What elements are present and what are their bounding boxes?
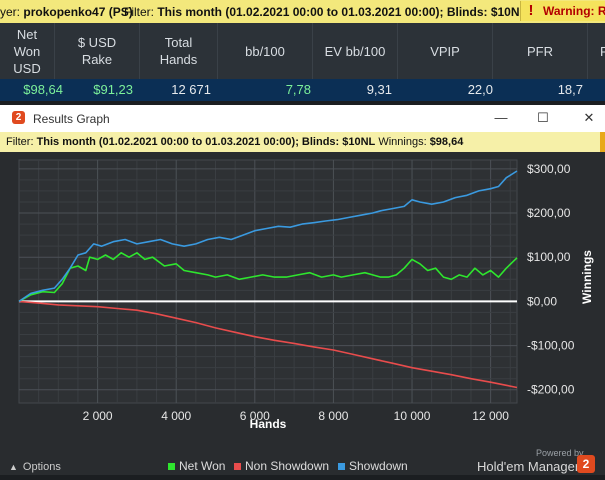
legend-swatch [234, 463, 241, 471]
cell-total-hands: 12 671 [171, 82, 211, 97]
close-icon[interactable]: ✕ [583, 110, 595, 125]
y-tick-label: $100,00 [527, 250, 571, 264]
x-tick-label: 2 000 [83, 409, 113, 423]
y-tick-label: -$200,00 [527, 383, 575, 397]
x-tick-label: 6 000 [240, 409, 270, 423]
window-titlebar[interactable]: 2 Results Graph — ☐ ✕ [0, 105, 605, 132]
x-tick-label: 12 000 [472, 409, 509, 423]
y-tick-label: $300,00 [527, 162, 571, 176]
warning-text: Warning: Re [543, 4, 605, 18]
graph-footer: ▲ Options Net Won Non Showdown Showdown P… [0, 448, 605, 475]
filter-bar-edge [600, 132, 605, 152]
window-title: Results Graph [33, 112, 110, 126]
graph-winnings-value: $98,64 [429, 136, 464, 148]
brand-logo-icon: 2 [577, 455, 595, 473]
player-info: yer: prokopenko47 (PS) [0, 5, 133, 19]
y-tick-label: -$100,00 [527, 339, 575, 353]
column-header-bb100[interactable]: bb/100 [218, 23, 313, 79]
cell-net-won: $98,64 [23, 82, 63, 97]
x-tick-label: 10 000 [394, 409, 431, 423]
caret-up-icon: ▲ [9, 462, 18, 472]
series-line-non-showdown[interactable] [18, 300, 518, 389]
stats-table-row[interactable]: $98,64 $91,23 12 671 7,78 9,31 22,0 18,7 [0, 79, 605, 101]
minimize-icon[interactable]: — [494, 110, 508, 125]
cell-bb100: 7,78 [285, 82, 311, 97]
filter-info: Filter: This month (01.02.2021 00:00 to … [124, 5, 527, 19]
filter-status-bar: yer: prokopenko47 (PS) Filter: This mont… [0, 0, 605, 23]
column-header-partial[interactable]: F [600, 43, 605, 59]
player-name: prokopenko47 (PS) [23, 5, 133, 19]
graph-filter-value: This month (01.02.2021 00:00 to 01.03.20… [36, 136, 376, 148]
series-line-net-won[interactable] [18, 252, 518, 303]
series-line-showdown[interactable] [18, 170, 518, 303]
y-tick-label: $200,00 [527, 206, 571, 220]
y-axis-label: Winnings [580, 250, 594, 304]
warning-banner[interactable]: ! Warning: Re [520, 1, 605, 21]
powered-by-text: Powered by [536, 448, 584, 458]
legend-swatch [168, 463, 175, 471]
legend-item-non-showdown[interactable]: Non Showdown [234, 459, 329, 473]
legend-item-net-won[interactable]: Net Won [168, 459, 225, 473]
warning-icon: ! [528, 2, 534, 19]
plot-background [18, 159, 518, 404]
results-graph-window: 2 Results Graph — ☐ ✕ Filter: This month… [0, 105, 605, 475]
cell-pfr: 18,7 [557, 82, 583, 97]
x-tick-label: 8 000 [318, 409, 348, 423]
cell-vpip: 22,0 [467, 82, 493, 97]
cell-ev-bb100: 9,31 [366, 82, 392, 97]
column-header-ev-bb100[interactable]: EV bb/100 [313, 23, 398, 79]
x-axis-label: Hands [250, 417, 287, 431]
legend-swatch [338, 463, 345, 471]
cell-rake: $91,23 [93, 82, 133, 97]
x-tick-label: 4 000 [161, 409, 191, 423]
brand-name: Hold'em Manager [477, 459, 580, 474]
y-tick-label: $0,00 [527, 294, 557, 308]
column-header-vpip[interactable]: VPIP [398, 23, 493, 79]
app-logo-icon: 2 [12, 111, 25, 124]
column-header-total-hands[interactable]: Total Hands [140, 23, 218, 79]
stats-table-header: Net Won USD $ USD Rake Total Hands bb/100 EV… [0, 23, 605, 79]
maximize-icon[interactable]: ☐ [537, 110, 549, 125]
legend-item-showdown[interactable]: Showdown [338, 459, 408, 473]
options-button[interactable]: ▲ Options [9, 461, 61, 473]
column-header-rake[interactable]: $ USD Rake [55, 23, 140, 79]
graph-filter-bar: Filter: This month (01.02.2021 00:00 to … [0, 132, 605, 152]
column-header-net-won[interactable]: Net Won USD [0, 23, 55, 79]
chart-area: 2 000 4 000 6 000 8 000 10 000 12 000 $300,00… [0, 152, 605, 475]
filter-value: This month (01.02.2021 00:00 to 01.03.20… [157, 5, 527, 19]
column-header-pfr[interactable]: PFR [493, 23, 588, 79]
results-chart[interactable]: 2 000 4 000 6 000 8 000 10 000 12 000 $300,00… [0, 152, 605, 475]
